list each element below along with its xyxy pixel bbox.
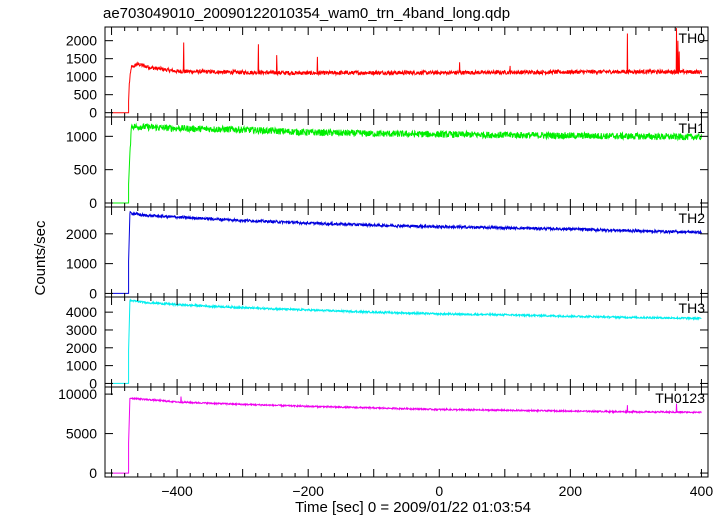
y-tick-label: 1500: [66, 51, 97, 67]
panel-th0: 0 500 1000 1500 2000 TH0: [66, 26, 709, 121]
panel-frame: [104, 206, 709, 298]
panel-frame: [104, 296, 709, 388]
y-tick-label: 0: [89, 375, 97, 391]
panel-th2: 0 1000 2000 TH2: [66, 206, 709, 301]
x-tick-label: −200: [292, 483, 324, 499]
y-tick-label: 4000: [66, 304, 97, 320]
y-tick-label: 2000: [66, 226, 97, 242]
x-tick-label: 0: [435, 483, 443, 499]
y-tick-label: 500: [74, 87, 98, 103]
series-label: TH0123: [655, 390, 705, 406]
series-label: TH3: [679, 300, 706, 316]
y-tick-label: 0: [89, 285, 97, 301]
series-th1-line: [111, 122, 702, 204]
series-label: TH2: [679, 210, 706, 226]
y-axis-label: Counts/sec: [32, 220, 49, 296]
y-tick-label: 0: [89, 195, 97, 211]
series-th0-line: [111, 28, 702, 114]
y-tick-label: 10000: [58, 386, 97, 402]
y-tick-label: 1000: [66, 358, 97, 374]
series-th0123-line: [111, 396, 702, 474]
y-tick-label: 0: [89, 465, 97, 481]
x-tick-label: −400: [161, 483, 193, 499]
panel-frame: [104, 386, 709, 478]
chart-title: ae703049010_20090122010354_wam0_trn_4ban…: [103, 5, 510, 22]
y-tick-label: 1000: [66, 128, 97, 144]
y-tick-label: 2000: [66, 33, 97, 49]
series-label: TH1: [679, 120, 706, 136]
y-tick-label: 1000: [66, 69, 97, 85]
panel-th0123: 0 5000 10000 TH0123: [58, 386, 709, 481]
y-tick-label: 0: [89, 105, 97, 121]
x-axis-label: Time [sec] 0 = 2009/01/22 01:03:54: [295, 499, 531, 516]
y-tick-label: 2000: [66, 340, 97, 356]
y-tick-label: 3000: [66, 322, 97, 338]
y-tick-label: 5000: [66, 426, 97, 442]
x-tick-label: 200: [559, 483, 583, 499]
y-tick-label: 500: [74, 162, 98, 178]
x-tick-label: 400: [690, 483, 714, 499]
series-label: TH0: [679, 30, 706, 46]
series-th2-line: [111, 210, 702, 294]
series-th3-line: [111, 298, 702, 384]
panel-th1: 0 500 1000 TH1: [66, 116, 709, 211]
y-tick-label: 1000: [66, 256, 97, 272]
